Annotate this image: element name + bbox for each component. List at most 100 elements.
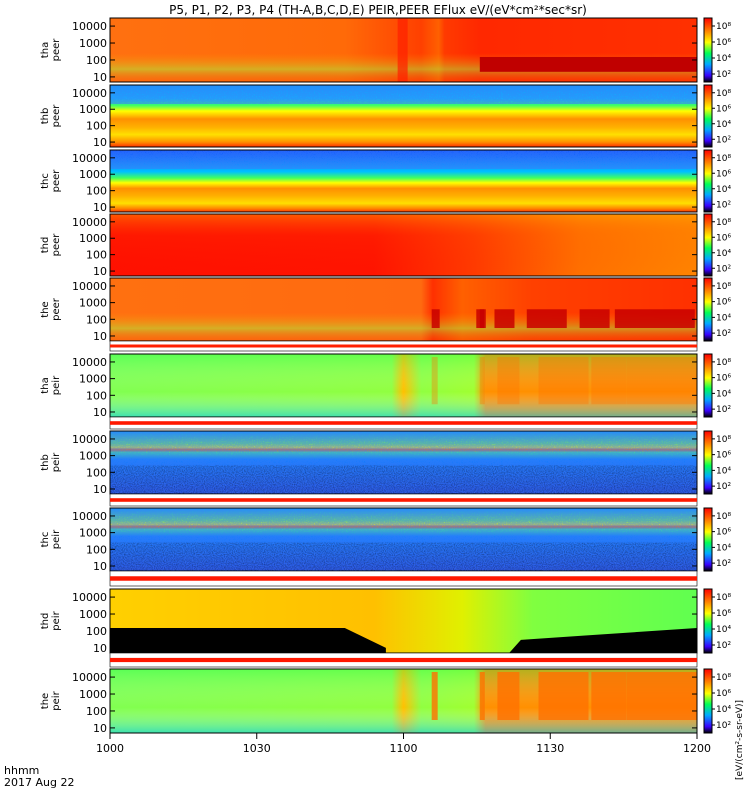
y-tick-label: 10000 <box>72 280 107 293</box>
colorbar-tick-label: 10⁶ <box>716 689 731 699</box>
colorbar-the-peir: 10² 10⁴ 10⁶ 10⁸ <box>703 668 731 734</box>
colorbar-tick-label: 10⁴ <box>716 543 731 553</box>
colorbar-tick-label: 10⁶ <box>716 528 731 538</box>
ion-enhancement <box>479 357 485 405</box>
colorbar-tick-label: 10² <box>716 405 731 415</box>
panel-tha-peer: 10 100 1000 10000 tha peer <box>40 17 698 84</box>
y-tick-label: 10 <box>93 201 107 214</box>
y-tick-label: 100 <box>86 54 107 67</box>
colorbar-tick-label: 10⁴ <box>716 466 731 476</box>
chart-title: P5, P1, P2, P3, P4 (TH-A,B,C,D,E) PEIR,P… <box>169 3 587 17</box>
colorbar-tick-label: 10² <box>716 721 731 731</box>
separator-strip <box>109 493 698 507</box>
x-tick-label: 1000 <box>96 742 124 755</box>
separator-strip <box>109 416 698 430</box>
colorbar-tick-label: 10⁸ <box>716 593 731 603</box>
ion-enhancement <box>626 672 697 720</box>
dense-plasma-band <box>614 309 695 329</box>
colorbar-tick-label: 10⁴ <box>716 705 731 715</box>
panel-probe-label: thc <box>40 173 51 189</box>
dense-plasma-band <box>526 309 567 329</box>
dense-plasma-band <box>479 309 486 329</box>
colorbar-scale <box>703 277 713 342</box>
colorbar-tick-label: 10⁸ <box>716 22 731 32</box>
colorbar-tick-label: 10⁴ <box>716 389 731 399</box>
colorbar-units-label: [eV/(cm²-s-sr-eV)] <box>735 700 745 780</box>
separator-line <box>110 498 697 502</box>
colorbar-tick-label: 10² <box>716 70 731 80</box>
colorbar-tick-label: 10⁴ <box>716 185 731 195</box>
colorbar-tick-label: 10² <box>716 200 731 210</box>
panel-species-label: peir <box>51 375 62 395</box>
panel-tha-peir: 10 100 1000 10000 tha peir <box>40 353 698 419</box>
y-tick-label: 10000 <box>72 152 107 165</box>
y-tick-label: 10000 <box>72 216 107 229</box>
colorbar-tick-label: 10² <box>716 641 731 651</box>
y-tick-label: 10000 <box>72 356 107 369</box>
ion-enhancement <box>497 357 520 405</box>
y-tick-label: 10 <box>93 722 107 735</box>
colorbar-tick-label: 10² <box>716 135 731 145</box>
colorbar-tick-label: 10² <box>716 264 731 274</box>
panel-thb-peir: 10 100 1000 10000 thb peir <box>40 430 698 496</box>
y-tick-label: 100 <box>86 543 107 556</box>
colorbar-scale <box>703 353 713 418</box>
y-tick-label: 100 <box>86 705 107 718</box>
noise-texture <box>110 85 697 104</box>
colorbar-scale <box>703 213 713 277</box>
dense-plasma-band <box>579 309 610 329</box>
noise-texture-dark <box>110 542 697 571</box>
y-tick-label: 10000 <box>72 671 107 684</box>
colorbar-tick-label: 10⁶ <box>716 451 731 461</box>
dense-plasma-band <box>494 309 515 329</box>
y-tick-label: 10 <box>93 642 107 655</box>
colorbar-tick-label: 10⁴ <box>716 249 731 259</box>
colorbar-tha-peer: 10² 10⁴ 10⁶ 10⁸ <box>703 17 731 83</box>
panel-frame <box>109 84 698 148</box>
x-tick-label: 1100 <box>390 742 418 755</box>
colorbar-scale <box>703 149 713 213</box>
colorbar-thb-peir: 10² 10⁴ 10⁶ 10⁸ <box>703 430 731 495</box>
separator-line <box>110 576 697 581</box>
panel-species-label: peer <box>51 169 62 193</box>
colorbar-tick-label: 10⁶ <box>716 104 731 114</box>
y-tick-label: 1000 <box>79 297 107 310</box>
panel-probe-label: thb <box>40 454 51 471</box>
colorbar-scale <box>703 17 713 83</box>
y-tick-label: 10 <box>93 265 107 278</box>
ion-enhancement <box>591 357 627 405</box>
separator-strip <box>109 570 698 587</box>
spectrogram-overlay <box>110 354 697 417</box>
ion-enhancement <box>538 357 589 405</box>
colorbar-tick-label: 10⁶ <box>716 38 731 48</box>
colorbar-tha-peir: 10² 10⁴ 10⁶ 10⁸ <box>703 353 731 418</box>
y-tick-label: 10000 <box>72 20 107 33</box>
separator-line <box>110 344 697 348</box>
ion-enhancement <box>538 672 589 720</box>
colorbar-tick-label: 10⁶ <box>716 298 731 308</box>
panel-the-peir: 10 100 1000 10000 the peir <box>40 668 698 735</box>
colorbar-tick-label: 10⁸ <box>716 89 731 99</box>
colorbar-scale <box>703 668 713 734</box>
colorbar-tick-label: 10⁸ <box>716 282 731 292</box>
colorbar-tick-label: 10² <box>716 329 731 339</box>
y-tick-label: 1000 <box>79 688 107 701</box>
panel-thc-peer: 10 100 1000 10000 thc peer <box>40 149 698 214</box>
x-tick-label: 1030 <box>243 742 271 755</box>
colorbar-scale <box>703 507 713 572</box>
panel-thd-peer: 10 100 1000 10000 thd peer <box>40 213 698 278</box>
spectrogram-overlay <box>110 214 697 276</box>
panel-probe-label: tha <box>40 377 51 393</box>
separator-strip <box>109 340 698 352</box>
colorbar-scale <box>703 430 713 495</box>
x-tick-label: 1130 <box>536 742 564 755</box>
colorbar-tick-label: 10⁴ <box>716 54 731 64</box>
panel-species-label: peir <box>51 452 62 472</box>
ion-enhancement <box>591 672 627 720</box>
colorbar-thd-peir: 10² 10⁴ 10⁶ 10⁸ <box>703 588 731 654</box>
y-tick-label: 10 <box>93 71 107 84</box>
panel-probe-label: thc <box>40 532 51 548</box>
panel-probe-label: the <box>40 301 51 317</box>
